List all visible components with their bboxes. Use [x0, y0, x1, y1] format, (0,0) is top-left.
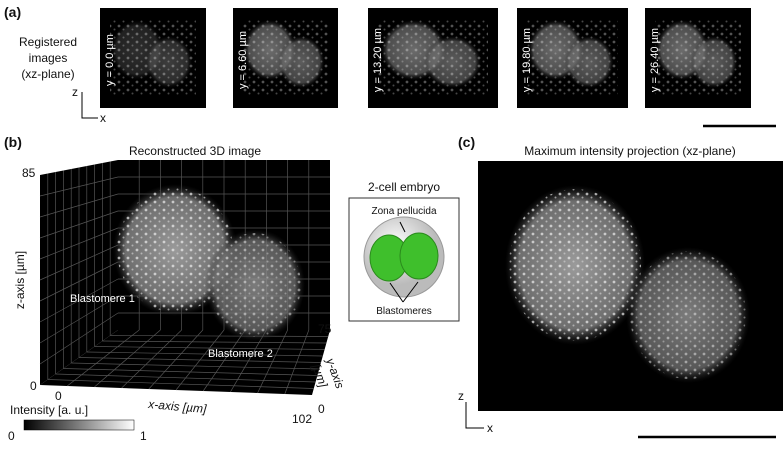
- speckle: [655, 20, 741, 95]
- grid-line: [39, 261, 119, 302]
- annotation: Blastomere 2: [208, 348, 273, 360]
- inset-label: Blastomeres: [376, 306, 432, 317]
- panel-label: (a): [4, 4, 21, 20]
- grid-line: [102, 340, 327, 344]
- colorbar: [23, 419, 135, 431]
- grid-line: [86, 351, 323, 357]
- grid-line: [110, 335, 329, 337]
- caption: (xz-plane): [21, 67, 74, 81]
- grid-line: [39, 244, 119, 281]
- axes-icon: [465, 402, 484, 429]
- inset-label: Zona pellucida: [371, 206, 436, 217]
- axis-label: z: [72, 85, 78, 99]
- grid-line: [94, 346, 325, 350]
- grid-line: [39, 312, 119, 365]
- slice-images: y = 0.0 µm y = 6.60 µm y = 13.20 µm y = 19.…: [100, 8, 751, 108]
- grid-line: [39, 278, 119, 323]
- inset: [348, 197, 460, 322]
- colorbar-label: Intensity [a. u.]: [10, 403, 88, 417]
- tick-label: 0: [318, 402, 325, 416]
- speckle: [527, 20, 618, 95]
- annotation: Blastomere 1: [70, 293, 135, 305]
- colorbar-tick: 0: [8, 429, 15, 443]
- inset-title: 2-cell embryo: [368, 180, 440, 194]
- title: Reconstructed 3D image: [129, 144, 261, 158]
- tick-label: 75: [318, 322, 332, 336]
- speckle: [110, 20, 196, 95]
- axis-label: z: [458, 389, 464, 403]
- slice-label: y = 19.80 µm: [521, 28, 533, 92]
- slice-label: y = 0.0 µm: [104, 34, 116, 86]
- tick-label: 0: [55, 389, 62, 403]
- axis-label: z-axis [µm]: [13, 251, 27, 309]
- tick-label: 102: [292, 412, 312, 426]
- caption: images: [29, 51, 68, 65]
- caption: Registered: [19, 35, 77, 49]
- axis-label: x: [100, 111, 106, 125]
- tick-label: 85: [22, 166, 36, 180]
- 3d-box: [39, 160, 330, 395]
- tick-label: 0: [30, 379, 37, 393]
- grid-line: [175, 329, 225, 391]
- slice-label: y = 26.40 µm: [649, 28, 661, 92]
- panel-label: (c): [458, 134, 475, 150]
- panel-label: (b): [4, 134, 22, 150]
- mip-image: [478, 161, 783, 411]
- grid-line: [284, 329, 310, 395]
- colorbar-tick: 1: [140, 429, 147, 443]
- grid-line: [39, 295, 119, 344]
- axis-label: x: [487, 421, 493, 435]
- speckle: [243, 20, 328, 95]
- slice-label: y = 13.20 µm: [372, 28, 384, 92]
- slice-label: y = 6.60 µm: [237, 31, 249, 89]
- speckle: [378, 20, 488, 95]
- axes-icon: [81, 92, 98, 119]
- grid-line: [257, 329, 288, 394]
- grid-line: [202, 329, 246, 392]
- axis-label: x-axis [µm]: [147, 397, 208, 416]
- title: Maximum intensity projection (xz-plane): [524, 144, 735, 158]
